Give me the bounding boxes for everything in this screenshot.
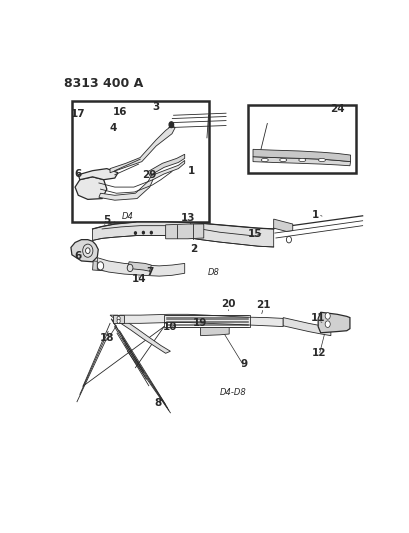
Polygon shape: [200, 327, 229, 336]
Text: 2: 2: [190, 245, 198, 254]
Polygon shape: [273, 219, 292, 231]
Polygon shape: [97, 257, 184, 276]
Text: 10: 10: [163, 321, 177, 332]
Polygon shape: [127, 262, 151, 271]
Text: 1: 1: [188, 166, 195, 176]
Text: 29: 29: [142, 170, 157, 180]
Circle shape: [134, 232, 136, 235]
Ellipse shape: [261, 158, 267, 161]
Text: 19: 19: [192, 318, 207, 327]
Text: D4: D4: [121, 212, 133, 221]
Polygon shape: [148, 154, 184, 175]
Text: 3: 3: [152, 102, 160, 112]
Polygon shape: [75, 177, 107, 199]
Circle shape: [150, 231, 152, 234]
Polygon shape: [99, 160, 184, 200]
Polygon shape: [252, 157, 350, 166]
Circle shape: [324, 321, 329, 327]
Circle shape: [117, 317, 120, 320]
Circle shape: [83, 244, 93, 257]
Polygon shape: [283, 318, 330, 336]
Circle shape: [324, 313, 329, 319]
Polygon shape: [110, 315, 170, 353]
Polygon shape: [119, 314, 283, 327]
Text: 16: 16: [113, 107, 128, 117]
Text: 8: 8: [154, 398, 161, 408]
Text: 15: 15: [247, 229, 261, 239]
Text: 8313 400 A: 8313 400 A: [64, 77, 143, 90]
Circle shape: [85, 248, 90, 254]
Text: 17: 17: [71, 109, 85, 119]
Text: 18: 18: [99, 333, 114, 343]
Polygon shape: [110, 126, 175, 173]
Polygon shape: [317, 312, 349, 333]
Polygon shape: [113, 315, 124, 324]
Text: 12: 12: [311, 348, 326, 358]
Text: 1: 1: [310, 210, 318, 220]
Polygon shape: [92, 222, 273, 247]
Ellipse shape: [318, 158, 325, 161]
Text: 21: 21: [256, 300, 270, 310]
Text: 7: 7: [146, 268, 153, 278]
Polygon shape: [252, 149, 350, 161]
Polygon shape: [165, 224, 203, 239]
Text: 13: 13: [180, 213, 195, 223]
Circle shape: [97, 262, 103, 270]
Text: 14: 14: [132, 273, 146, 284]
Bar: [72, 101, 208, 222]
Text: 5: 5: [103, 215, 110, 225]
Text: 9: 9: [240, 359, 247, 369]
Text: 6: 6: [74, 251, 82, 261]
Text: D8: D8: [207, 268, 219, 277]
Circle shape: [286, 236, 291, 243]
Ellipse shape: [298, 158, 305, 161]
Circle shape: [117, 319, 120, 324]
Ellipse shape: [279, 158, 286, 161]
Polygon shape: [78, 168, 118, 180]
Circle shape: [127, 264, 133, 272]
Polygon shape: [71, 240, 98, 262]
Text: 6: 6: [74, 168, 81, 179]
Text: D4-D8: D4-D8: [219, 388, 246, 397]
Bar: [248, 105, 355, 173]
Circle shape: [142, 231, 144, 234]
Text: 11: 11: [310, 313, 325, 324]
Text: 24: 24: [329, 104, 344, 114]
Polygon shape: [92, 261, 105, 271]
Circle shape: [169, 122, 173, 127]
Text: 20: 20: [221, 299, 235, 309]
Text: 4: 4: [109, 123, 117, 133]
